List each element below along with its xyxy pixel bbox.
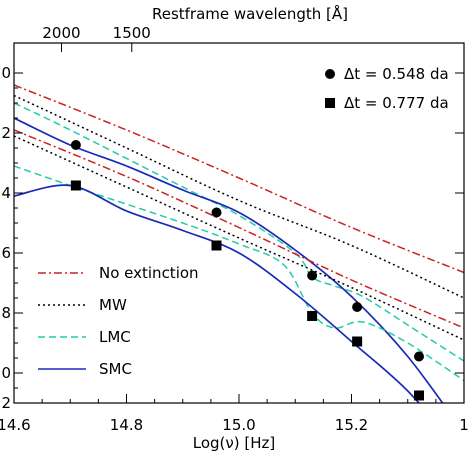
series-line-mw-circle (14, 94, 464, 299)
x-tick-label: 1 (459, 416, 469, 434)
y-tick-label: 6 (1, 244, 11, 262)
legend-marker-square (325, 98, 335, 108)
data-point-circle (307, 270, 318, 281)
data-point-square (307, 311, 318, 321)
x-tick-label: 14.8 (110, 416, 143, 434)
top-tick-label: 1500 (113, 24, 151, 42)
series-line-mw-square (14, 135, 464, 341)
legend-label-none: No extinction (99, 264, 199, 282)
data-point-square (352, 336, 363, 347)
x-tick-label: 15.2 (335, 416, 368, 434)
tick-layer: 14.614.815.015.2170005000400030002000150… (0, 24, 469, 434)
legend-label-square: Δt = 0.777 da (344, 94, 449, 112)
legend-label-circle: Δt = 0.548 da (344, 65, 449, 83)
marker-layer (70, 140, 424, 401)
y-tick-label: 8 (1, 304, 11, 322)
data-point-circle (211, 207, 222, 218)
data-point-square (70, 180, 81, 191)
legend-label-lmc: LMC (99, 328, 131, 346)
x-tick-label: 15.0 (222, 416, 255, 434)
y-tick-label: 0 (1, 64, 11, 82)
series-line-smc-circle (14, 117, 444, 403)
series-layer (14, 84, 464, 403)
data-point-circle (352, 302, 363, 312)
y-tick-label: 2 (1, 394, 11, 412)
series-line-none-square (14, 129, 464, 329)
series-line-lmc-square (14, 165, 464, 382)
series-line-lmc-circle (14, 102, 464, 362)
legend-label-mw: MW (99, 296, 127, 314)
y-tick-label: 4 (1, 184, 11, 202)
legend-label-smc: SMC (99, 360, 132, 378)
legend-marker-circle (325, 69, 335, 79)
y-tick-label: 0 (1, 364, 11, 382)
top-tick-label: 2000 (42, 24, 80, 42)
data-point-square (211, 240, 222, 251)
data-point-circle (70, 140, 81, 150)
x-tick-label: 14.6 (0, 416, 31, 434)
x-axis-label: Log(ν) [Hz] (193, 434, 276, 452)
y-tick-label: 2 (1, 124, 11, 142)
series-line-smc-square (14, 184, 421, 403)
data-point-square (414, 390, 424, 401)
series-line-none-circle (14, 84, 464, 274)
top-axis-label: Restframe wavelength [Å] (152, 4, 348, 23)
legend-layer: No extinction MW LMC SMC Δt = 0.548 da Δt = 0… (38, 65, 449, 378)
data-point-circle (414, 351, 424, 362)
